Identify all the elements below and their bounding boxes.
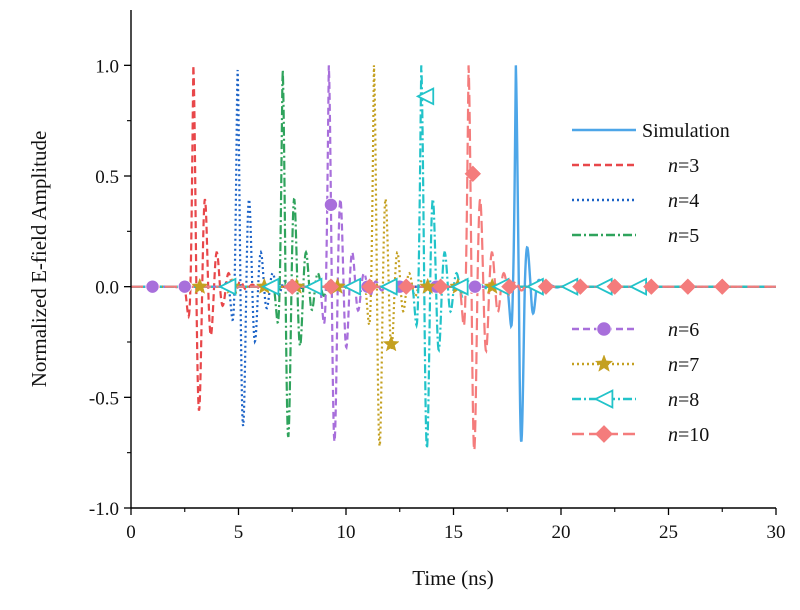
marker-7-6 bbox=[501, 278, 518, 295]
series-line-7 bbox=[131, 65, 776, 451]
y-tick-label: -1.0 bbox=[89, 499, 119, 520]
y-tick-label: 0.0 bbox=[95, 278, 119, 299]
marker-7-7 bbox=[537, 278, 555, 295]
marker-7-3 bbox=[397, 278, 415, 295]
marker-7-9 bbox=[606, 278, 624, 295]
x-tick-label: 0 bbox=[126, 522, 136, 543]
y-tick-label: -0.5 bbox=[89, 388, 119, 409]
marker-6-0 bbox=[218, 277, 237, 296]
marker-7-2 bbox=[361, 278, 378, 295]
marker-4-1 bbox=[177, 279, 192, 294]
legend-label-5: n=7 bbox=[668, 354, 699, 376]
axes-layer: 0 5 10 15 20 25 30 -1.0 -0.5 0.0 0.5 1.0 bbox=[89, 10, 786, 543]
legend-marker-4 bbox=[596, 321, 612, 337]
marker-7-10 bbox=[643, 278, 660, 295]
marker-6-4 bbox=[379, 277, 398, 296]
marker-5-6 bbox=[419, 277, 437, 294]
marker-6-5 bbox=[415, 87, 435, 106]
marker-7-5 bbox=[464, 165, 482, 183]
x-tick-label: 5 bbox=[234, 522, 244, 543]
legend-marker-7 bbox=[595, 425, 613, 443]
legend-label-7: n=10 bbox=[668, 424, 709, 446]
y-tick-label: 1.0 bbox=[95, 56, 119, 77]
legend-label-4: n=6 bbox=[668, 319, 699, 341]
x-tick-label: 20 bbox=[552, 522, 571, 543]
marker-6-6 bbox=[450, 277, 469, 296]
x-axis-title: Time (ns) bbox=[412, 566, 494, 590]
marker-6-1 bbox=[261, 277, 280, 296]
x-tick-label: 30 bbox=[767, 522, 786, 543]
x-tick-label: 15 bbox=[444, 522, 463, 543]
marker-7-1 bbox=[322, 278, 340, 295]
marker-4-3 bbox=[323, 197, 338, 212]
marker-5-5 bbox=[382, 335, 400, 352]
legend-label-2: n=4 bbox=[668, 190, 699, 212]
legend-label-0: Simulation bbox=[642, 120, 730, 142]
y-axis-title: Normalized E-field Amplitude bbox=[27, 131, 51, 388]
marker-7-8 bbox=[572, 278, 589, 295]
marker-layer bbox=[145, 87, 731, 352]
legend: Simulation n=3 n=4 n=5 n=6 n=7 n=8 n=10 bbox=[572, 120, 730, 446]
marker-5-0 bbox=[191, 277, 209, 294]
legend-label-1: n=3 bbox=[668, 155, 699, 177]
legend-label-3: n=5 bbox=[668, 225, 699, 247]
marker-6-2 bbox=[304, 277, 323, 296]
marker-4-7 bbox=[467, 279, 482, 294]
legend-marker-6 bbox=[593, 389, 614, 409]
marker-7-0 bbox=[283, 278, 301, 295]
y-tick-label: 0.5 bbox=[95, 167, 119, 188]
x-tick-label: 25 bbox=[659, 522, 678, 543]
marker-4-0 bbox=[145, 279, 160, 294]
marker-7-11 bbox=[679, 278, 697, 295]
legend-label-6: n=8 bbox=[668, 389, 699, 411]
marker-7-12 bbox=[713, 278, 731, 295]
x-tick-label: 10 bbox=[337, 522, 356, 543]
legend-marker-5 bbox=[594, 354, 614, 372]
marker-7-4 bbox=[432, 278, 449, 295]
marker-6-3 bbox=[342, 277, 362, 296]
